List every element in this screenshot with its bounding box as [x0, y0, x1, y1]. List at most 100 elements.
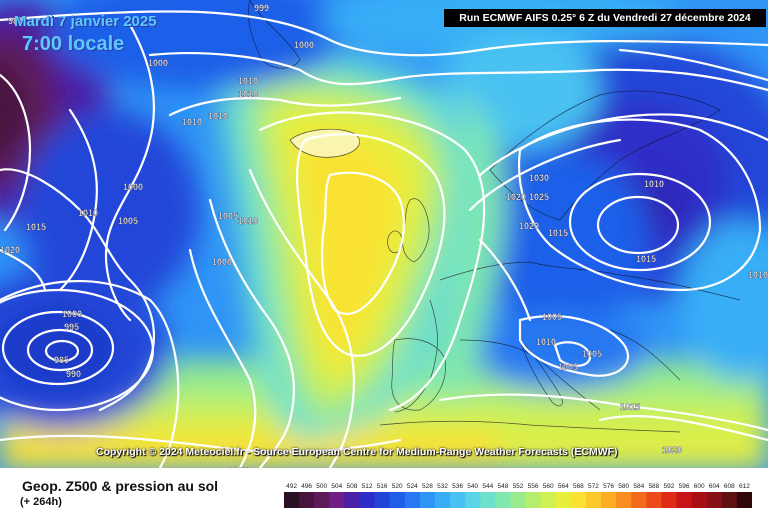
legend-swatch: [434, 492, 451, 508]
legend-tick-label: 536: [452, 483, 463, 490]
legend-swatch: [374, 492, 391, 508]
isobar: [553, 341, 592, 367]
legend-swatch: [404, 492, 421, 508]
isobar: [44, 339, 80, 363]
pressure-label: 1010: [238, 89, 258, 99]
legend-swatch: [706, 492, 723, 508]
footer-title: Geop. Z500 & pression au sol: [22, 478, 219, 494]
pressure-label: 1005: [218, 211, 238, 221]
pressure-label: 1015: [228, 466, 248, 468]
pressure-label: 1005: [118, 216, 138, 226]
legend-swatch: [646, 492, 662, 508]
legend-tick-label: 556: [528, 483, 539, 490]
legend-swatch: [540, 492, 557, 508]
legend-tick-label: 532: [437, 483, 448, 490]
legend-swatch: [314, 492, 330, 508]
isobar: [0, 279, 180, 468]
legend-tick-label: 576: [603, 483, 614, 490]
legend-swatch: [480, 492, 496, 508]
pressure-label: 1020: [519, 221, 539, 231]
legend-tick-label: 520: [392, 483, 403, 490]
isobar: [168, 96, 402, 117]
pressure-label: 999: [254, 3, 269, 13]
legend-tick-label: 568: [573, 483, 584, 490]
forecast-date: Mardi 7 janvier 2025: [14, 13, 157, 30]
legend-swatch: [555, 492, 572, 508]
isobar: [438, 393, 768, 432]
legend-tick-label: 508: [347, 483, 358, 490]
legend-tick-label: 592: [664, 483, 675, 490]
run-info-banner: Run ECMWF AIFS 0.25° 6 Z du Vendredi 27 …: [444, 9, 766, 27]
pressure-label: 1010: [644, 179, 664, 189]
legend-tick-label: 572: [588, 483, 599, 490]
legend-swatch: [631, 492, 647, 508]
isobar: [518, 118, 762, 292]
isobar: [518, 314, 630, 377]
pressure-label: 1010: [238, 216, 258, 226]
legend-tick-label: 528: [422, 483, 433, 490]
isobars: [0, 10, 768, 468]
legend-swatch: [510, 492, 527, 508]
pressure-label: 1000: [148, 58, 168, 68]
legend-tick-label: 600: [694, 483, 705, 490]
legend-tick-label: 512: [362, 483, 373, 490]
legend-swatch: [284, 492, 300, 508]
legend-tick-label: 544: [482, 483, 493, 490]
legend-tick-label: 580: [618, 483, 629, 490]
isobar: [248, 168, 356, 468]
legend-swatch: [450, 492, 466, 508]
pressure-label: 1020: [506, 192, 526, 202]
legend-swatch: [525, 492, 542, 508]
legend-swatch: [721, 492, 738, 508]
legend-swatch: [329, 492, 345, 508]
forecast-time: 7:00 locale: [22, 33, 125, 55]
legend-swatch: [691, 492, 708, 508]
legend-swatch: [676, 492, 693, 508]
isobar: [0, 73, 32, 232]
isobar: [598, 414, 768, 442]
pressure-label: 1010: [208, 111, 228, 121]
legend-tick-label: 596: [679, 483, 690, 490]
legend-tick-label: 524: [407, 483, 418, 490]
legend-tick-label: 548: [497, 483, 508, 490]
pressure-label: 1005: [582, 349, 602, 359]
pressure-label: 1020: [662, 445, 682, 455]
isobar: [478, 113, 768, 177]
pressure-label: 1015: [548, 228, 568, 238]
pressure-label: 1000: [123, 182, 143, 192]
pressure-label: 1000: [212, 257, 232, 267]
isobar: [596, 195, 680, 255]
pressure-label: 1000: [294, 40, 314, 50]
legend-swatch: [389, 492, 406, 508]
pressure-label: 1005: [542, 312, 562, 322]
pressure-label: 990: [66, 369, 81, 379]
isobar: [468, 138, 622, 212]
pressure-labels: 9859991000100010101010101010101000101010…: [0, 3, 768, 468]
isobar: [148, 52, 768, 92]
footer-subtitle: (+ 264h): [20, 496, 62, 508]
pressure-label: 1015: [636, 254, 656, 264]
pressure-label: 1015: [26, 222, 46, 232]
legend-swatch: [419, 492, 436, 508]
pressure-label: 1000: [62, 309, 82, 319]
legend-swatch: [465, 492, 481, 508]
isobar: [104, 23, 156, 322]
color-scale-legend: 492 496 500 504 508 512 516 520 524 528 532 536 540 5…: [284, 483, 752, 508]
pressure-label: 1010: [536, 337, 556, 347]
pressure-label: 1010: [748, 270, 768, 280]
pressure-label: 985: [8, 16, 23, 26]
pressure-label: 985: [54, 355, 69, 365]
legend-swatch: [616, 492, 632, 508]
isobar: [0, 10, 768, 57]
pressure-label: 1010: [78, 208, 98, 218]
isobar: [568, 172, 712, 272]
legend-tick-label: 492: [286, 483, 297, 490]
z500-map: 9859991000100010101010101010101000101010…: [0, 0, 768, 468]
legend-swatch: [299, 492, 315, 508]
legend-tick-label: 552: [513, 483, 524, 490]
legend-tick-label: 496: [301, 483, 312, 490]
legend-tick-label: 604: [709, 483, 720, 490]
isobar: [188, 248, 257, 468]
legend-tick-label: 516: [377, 483, 388, 490]
